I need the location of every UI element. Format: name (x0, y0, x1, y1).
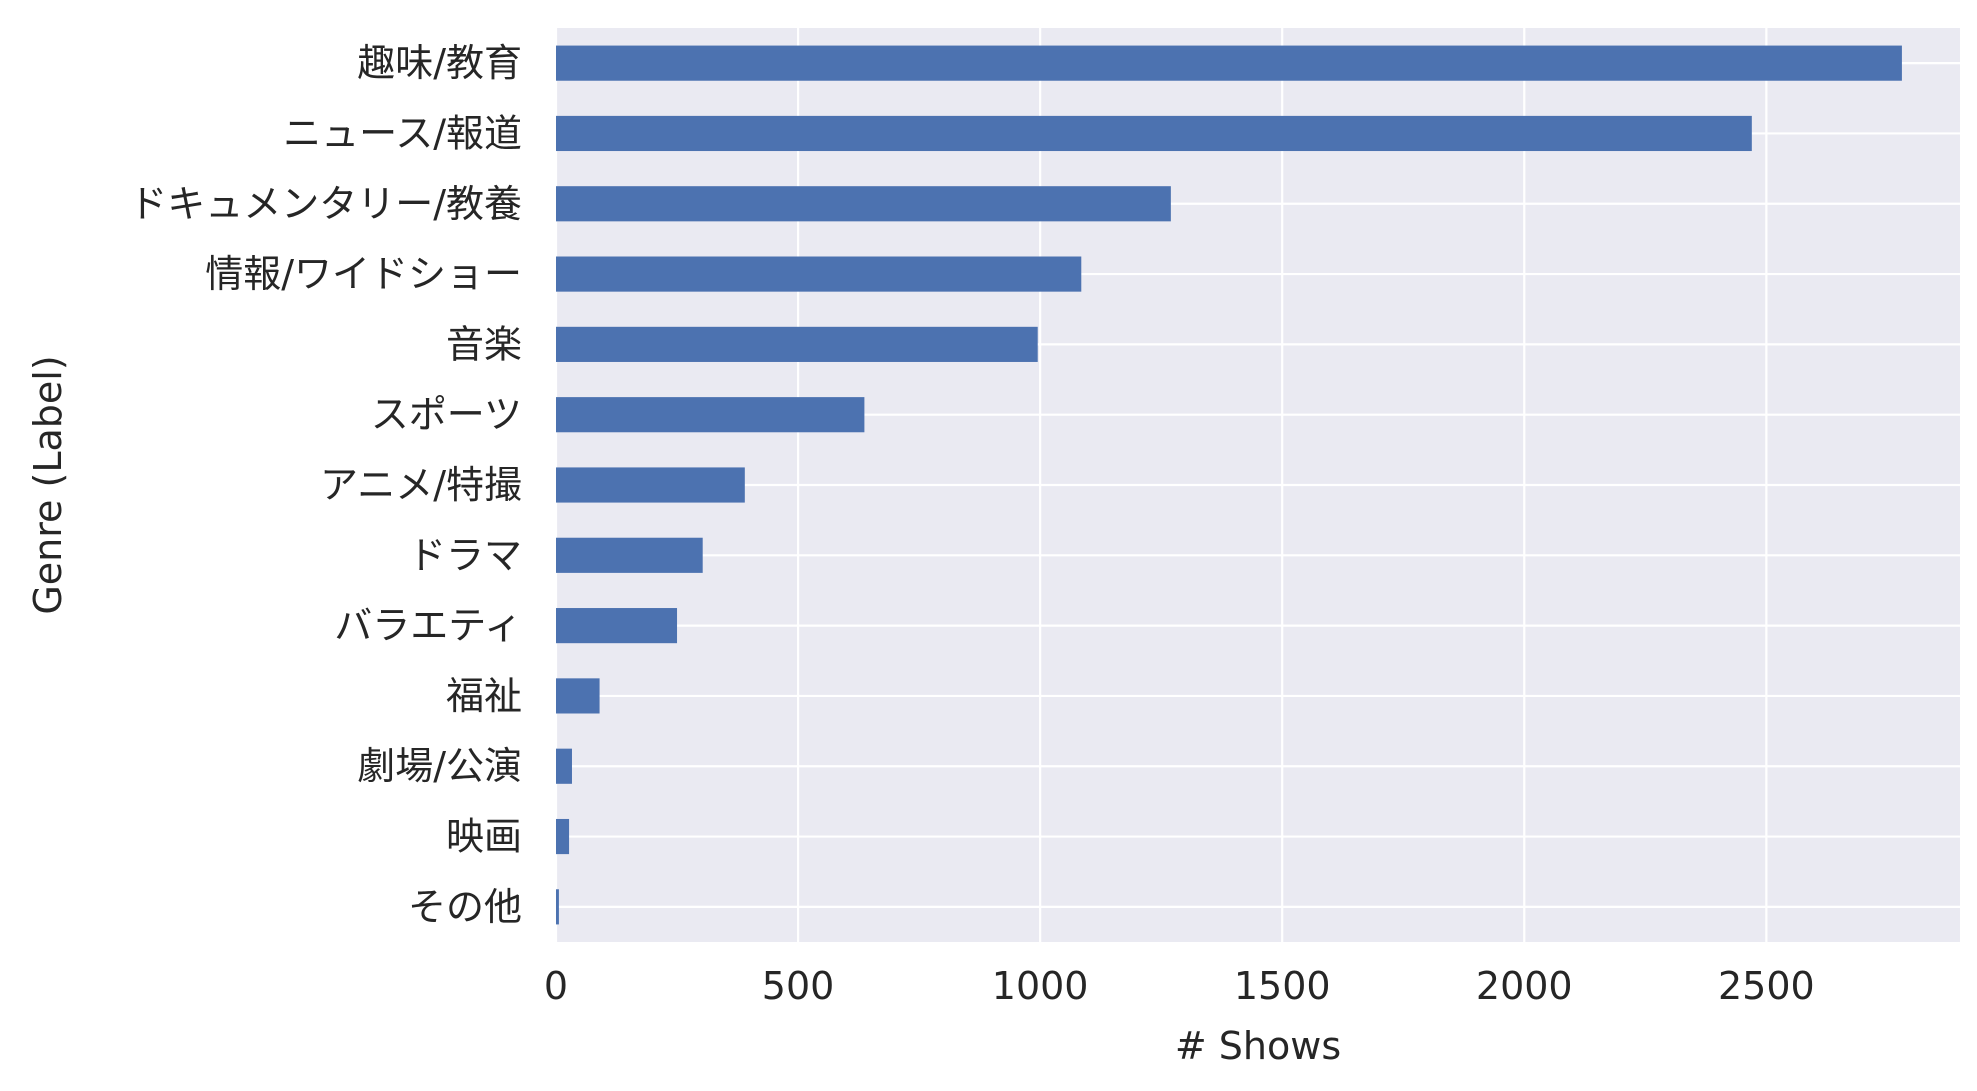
bar (556, 818, 570, 855)
x-tick-label: 0 (544, 964, 568, 1008)
bar (556, 889, 559, 925)
bar (556, 467, 745, 503)
bar (556, 748, 572, 784)
bar (556, 397, 865, 433)
x-tick-label: 2000 (1476, 964, 1573, 1008)
bar (556, 186, 1171, 222)
category-labels: 趣味/教育ニュース/報道ドキュメンタリー/教養情報/ワイドショー音楽スポーツアニ… (129, 41, 522, 929)
category-label: スポーツ (371, 393, 522, 437)
bar (556, 537, 703, 573)
category-label: 趣味/教育 (357, 41, 522, 85)
bar (556, 256, 1082, 292)
x-tick-label: 2500 (1718, 964, 1815, 1008)
x-tick-label: 1500 (1234, 964, 1331, 1008)
y-axis-title: Genre (Label) (26, 355, 70, 614)
bar (556, 115, 1752, 152)
bars (556, 45, 1902, 925)
x-tick-label: 1000 (992, 964, 1089, 1008)
category-label: アニメ/特撮 (320, 463, 522, 507)
category-label: 情報/ワイドショー (205, 252, 522, 296)
bar (556, 678, 600, 714)
category-label: 音楽 (446, 322, 522, 366)
bar (556, 45, 1902, 81)
x-axis-title: # Shows (1175, 1024, 1341, 1068)
category-label: 福祉 (446, 674, 522, 718)
category-label: バラエティ (334, 604, 522, 648)
bar (556, 326, 1038, 362)
bar (556, 608, 678, 644)
category-label: ドキュメンタリー/教養 (129, 182, 522, 226)
category-label: ドラマ (408, 533, 522, 577)
x-tick-labels: 0 500 1000 1500 2000 2500 (544, 964, 1815, 1008)
category-label: 劇場/公演 (357, 744, 522, 788)
category-label: ニュース/報道 (283, 111, 522, 155)
category-label: その他 (408, 885, 522, 929)
x-tick-label: 500 (762, 964, 835, 1008)
category-label: 映画 (446, 815, 522, 859)
